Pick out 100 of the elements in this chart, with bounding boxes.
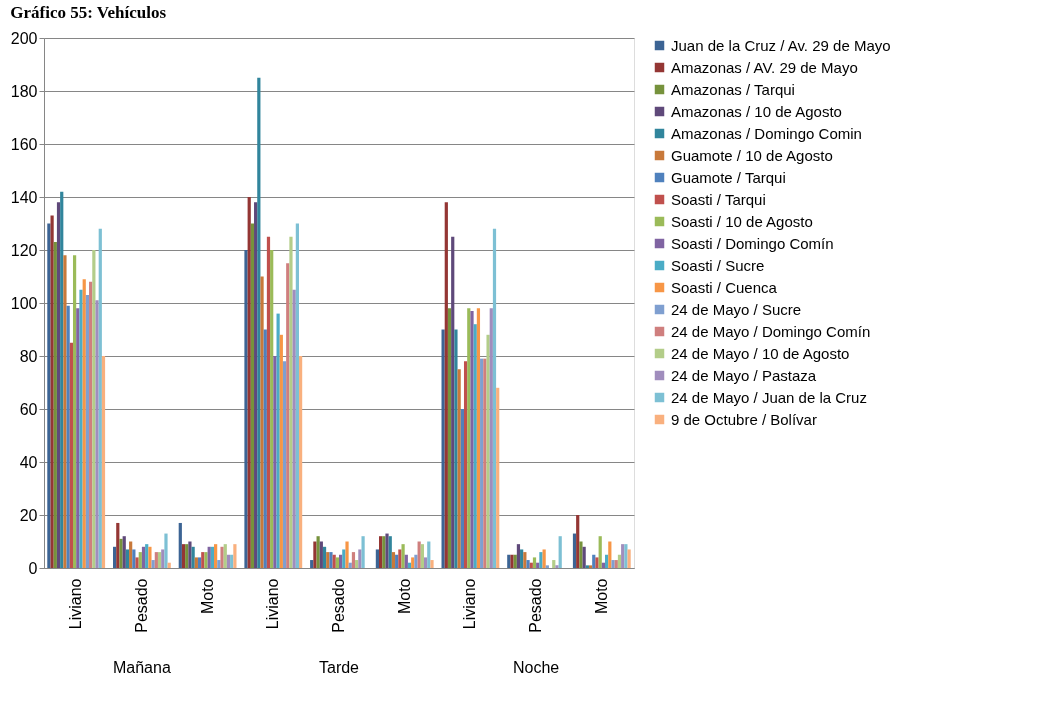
x-tick-label: Moto	[592, 578, 610, 615]
bar	[598, 536, 602, 568]
bar	[157, 552, 162, 568]
bar	[322, 546, 327, 568]
bar	[345, 541, 349, 568]
legend-label: 9 de Octubre / Bolívar	[671, 410, 817, 428]
y-tick-label: 40	[19, 453, 38, 471]
bar	[299, 356, 303, 568]
bar	[194, 557, 198, 568]
bar	[101, 356, 106, 568]
bar	[263, 329, 267, 568]
bar	[244, 250, 248, 568]
y-tick-label: 120	[10, 241, 38, 259]
bar	[56, 202, 61, 568]
legend-label: Amazonas / Tarqui	[671, 80, 795, 98]
bar	[112, 546, 117, 568]
y-tick-label: 100	[10, 294, 38, 312]
bar	[151, 560, 155, 568]
bar	[605, 554, 609, 568]
legend-label: Soasti / Cuenca	[671, 278, 778, 296]
legend-label: 24 de Mayo / Sucre	[671, 300, 802, 318]
bar	[197, 557, 202, 568]
bar	[181, 544, 186, 568]
bar	[141, 546, 146, 568]
legend-label: Amazonas / 10 de Agosto	[671, 102, 842, 120]
x-tick-label: Liviano	[264, 578, 282, 630]
bar	[572, 533, 577, 568]
x-tick-label: Pesado	[330, 578, 347, 633]
bar	[63, 255, 67, 568]
bar	[135, 557, 139, 568]
bar	[257, 77, 261, 568]
y-tick-label: 80	[19, 347, 38, 365]
bar	[79, 289, 83, 568]
x-tick-label: Moto	[198, 578, 216, 615]
bar	[53, 242, 57, 568]
bar	[375, 549, 379, 568]
chart-title: Gráfico 55: Vehículos	[10, 3, 167, 22]
bar	[247, 197, 251, 568]
bar	[50, 215, 54, 568]
bar	[552, 560, 556, 568]
bar	[164, 533, 168, 568]
bar	[617, 554, 622, 568]
x-tick-label: Pesado	[132, 578, 150, 633]
bar	[292, 289, 296, 568]
bar	[351, 552, 356, 568]
bar	[316, 536, 320, 568]
bar	[226, 554, 231, 568]
bar	[230, 554, 234, 568]
bar	[69, 342, 73, 568]
bar	[558, 536, 562, 568]
legend-label: Juan de la Cruz / Av. 29 de Mayo	[671, 36, 891, 54]
bar	[260, 276, 264, 568]
bar	[60, 191, 64, 568]
bar	[430, 560, 434, 568]
bar	[310, 560, 314, 568]
bar	[266, 236, 271, 568]
legend-label: Guamote / Tarqui	[671, 168, 786, 186]
bar	[129, 541, 133, 568]
bar	[355, 560, 359, 568]
legend-label: Soasti / 10 de Agosto	[671, 212, 813, 230]
bar	[492, 228, 497, 568]
bar	[555, 565, 559, 568]
bar	[361, 536, 365, 568]
bar	[579, 541, 583, 568]
x-tick-label: Moto	[395, 578, 413, 615]
bar	[282, 361, 287, 568]
y-tick-label: 0	[28, 559, 38, 577]
legend-label: 24 de Mayo / Juan de la Cruz	[671, 388, 867, 406]
bar	[295, 223, 299, 568]
bar	[138, 552, 142, 568]
bar	[233, 544, 237, 568]
text: Mañana	[112, 659, 171, 676]
bar	[451, 236, 455, 568]
bar	[286, 263, 290, 568]
bar	[279, 334, 283, 568]
y-tick-label: 140	[10, 188, 38, 206]
bar	[125, 549, 130, 568]
x-tick-label: Liviano	[461, 578, 479, 630]
legend-label: 24 de Mayo / 10 de Agosto	[671, 344, 850, 362]
bar	[395, 554, 399, 568]
bar	[545, 565, 549, 568]
bar	[401, 544, 405, 568]
y-tick-label: 180	[10, 82, 38, 100]
bar	[627, 549, 631, 568]
bar	[178, 522, 182, 568]
x-tick-label: Pesado	[527, 578, 545, 633]
legend-label: Amazonas / Domingo Comin	[671, 124, 862, 142]
legend-label: Soasti / Tarqui	[671, 190, 766, 208]
bar	[588, 565, 593, 568]
y-tick-label: 200	[10, 29, 38, 47]
bar	[92, 250, 96, 568]
bar	[447, 308, 452, 568]
bar	[289, 236, 293, 568]
legend-label: Amazonas / AV. 29 de Mayo	[671, 58, 858, 76]
bar	[276, 313, 280, 568]
bar	[161, 549, 165, 568]
bar	[427, 541, 431, 568]
bar	[76, 308, 80, 568]
legend-label: 24 de Mayo / Domingo Comín	[671, 322, 871, 340]
legend-label: Guamote / 10 de Agosto	[671, 146, 833, 164]
